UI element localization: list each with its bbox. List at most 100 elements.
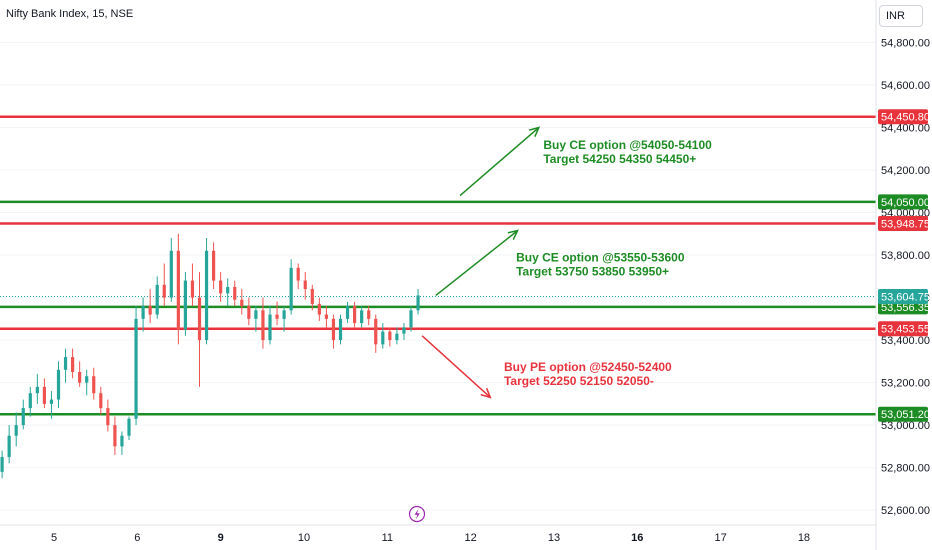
candle	[254, 306, 258, 332]
candle-body	[240, 299, 244, 307]
candle-body	[7, 435, 11, 457]
candle	[120, 431, 124, 455]
arrow-head	[528, 126, 541, 138]
x-tick-label: 13	[548, 532, 560, 544]
level-lines	[0, 115, 876, 416]
candle-body	[0, 456, 4, 472]
candle	[261, 297, 265, 349]
candle-body	[303, 280, 307, 290]
candle-body	[127, 418, 131, 436]
y-tick-label: 52,800.00	[881, 463, 930, 475]
candle	[296, 263, 300, 290]
candle	[42, 378, 46, 409]
candle	[409, 306, 413, 332]
price-tag: 54,450.80	[878, 109, 930, 125]
annotation-label: Target 53750 53850 53950+	[516, 264, 669, 278]
candle-body	[402, 327, 406, 334]
x-tick-label: 12	[465, 532, 477, 544]
candle-body	[296, 267, 300, 281]
candle	[282, 306, 286, 332]
candle-body	[42, 386, 46, 404]
candle	[275, 301, 279, 326]
candle-body	[345, 306, 350, 319]
candle-body	[197, 297, 202, 341]
last-price-tag-label: 53,604.75	[881, 292, 930, 304]
candle-body	[381, 331, 385, 345]
candle	[169, 238, 173, 302]
candle-body	[331, 318, 336, 341]
candle-body	[21, 408, 25, 426]
candle-body	[99, 393, 103, 409]
candle-body	[204, 250, 209, 341]
candle	[289, 259, 293, 315]
candle-body	[268, 314, 272, 341]
candle-body	[113, 425, 117, 447]
y-tick-label: 54,200.00	[881, 165, 930, 177]
candle-body	[395, 333, 399, 341]
candle	[14, 412, 18, 447]
lightning-icon[interactable]	[408, 505, 426, 523]
candle-body	[324, 314, 328, 319]
price-tag-label: 53,948.75	[881, 218, 930, 230]
price-tag-bg	[878, 109, 928, 125]
grid-layer	[0, 42, 876, 511]
x-tick-label: 16	[631, 532, 643, 544]
x-tick-label: 18	[798, 532, 810, 544]
x-tick-label: 6	[134, 532, 140, 544]
candle-body	[183, 280, 187, 330]
candle-body	[134, 318, 138, 419]
candle	[395, 327, 399, 345]
price-tag-label: 53,453.55	[881, 324, 930, 336]
candle-body	[106, 408, 110, 426]
candle	[317, 297, 321, 321]
y-tick-label: 53,800.00	[881, 250, 930, 262]
price-tag-bg	[878, 406, 928, 422]
candle-body	[282, 310, 286, 319]
y-tick-label: 54,800.00	[881, 38, 930, 50]
candle	[247, 297, 251, 326]
candle-body	[56, 369, 61, 400]
y-tick-label: 54,600.00	[881, 80, 930, 92]
candle	[416, 289, 420, 315]
y-tick-label: 53,400.00	[881, 335, 930, 347]
candles	[0, 233, 420, 479]
chart-title: Nifty Bank Index, 15, NSE	[6, 8, 133, 20]
candle-body	[416, 295, 420, 311]
candle-body	[353, 306, 357, 324]
candle	[92, 367, 96, 400]
price-tag: 53,453.55	[878, 321, 930, 337]
candle	[190, 263, 195, 307]
candle	[71, 348, 75, 379]
y-tick-label: 53,000.00	[881, 420, 930, 432]
candle-body	[367, 310, 371, 319]
candle-body	[85, 376, 89, 383]
arrow-head	[507, 229, 519, 240]
candle	[204, 238, 209, 345]
candle	[7, 425, 11, 464]
candle-body	[120, 435, 124, 447]
annotation-label: Target 52250 52150 52050-	[504, 374, 654, 388]
candle	[240, 289, 244, 315]
price-tag: 53,948.75	[878, 215, 930, 231]
annotation-arrow	[421, 335, 492, 399]
time-axis[interactable]: 5 6 9 10 11 12 13 16 17 18	[51, 532, 810, 544]
candle-body	[35, 386, 39, 394]
candle-body	[148, 306, 152, 315]
candle-body	[289, 267, 293, 311]
candle-body	[212, 250, 216, 281]
candle	[233, 280, 237, 307]
candle-body	[219, 280, 223, 294]
candle	[367, 306, 371, 326]
candle-body	[162, 284, 166, 298]
annotation-label: Buy CE option @54050-54100	[543, 138, 712, 152]
candle	[381, 323, 385, 349]
arrow-shaft	[421, 335, 491, 399]
x-tick-label: 11	[382, 532, 393, 544]
candle	[85, 369, 89, 396]
candle	[162, 263, 166, 307]
candle	[197, 272, 202, 387]
currency-selector[interactable]: INR	[879, 5, 923, 27]
price-tag-bg	[878, 215, 928, 231]
